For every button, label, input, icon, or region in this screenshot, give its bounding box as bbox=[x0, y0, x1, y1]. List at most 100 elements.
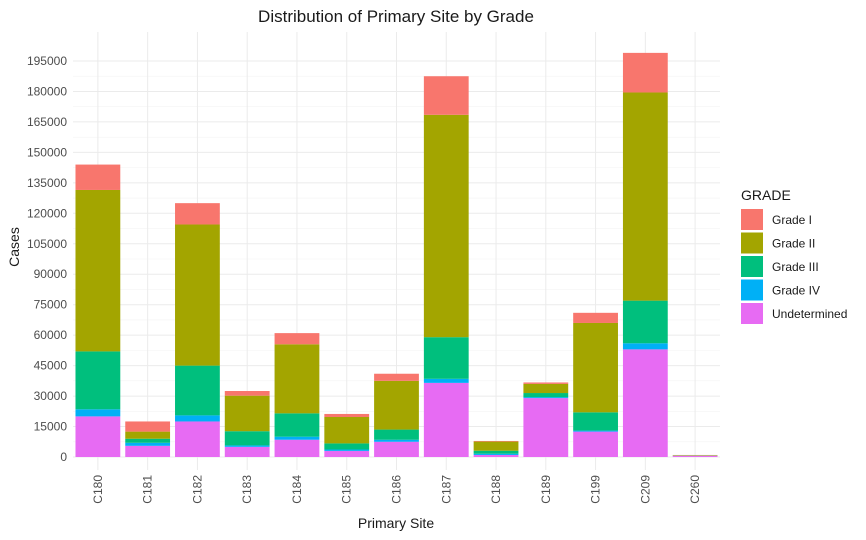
bar-segment bbox=[473, 440, 519, 442]
bar-segment bbox=[75, 409, 121, 417]
bar-segment bbox=[175, 224, 220, 366]
x-tick-label: C182 bbox=[190, 475, 204, 504]
y-tick-label: 45000 bbox=[34, 359, 68, 373]
bar-segment bbox=[622, 92, 668, 301]
x-tick-label: C185 bbox=[340, 475, 354, 504]
legend-label: Grade IV bbox=[772, 284, 820, 298]
bar-segment bbox=[324, 449, 370, 451]
bar-segment bbox=[224, 431, 270, 446]
bar-segment bbox=[622, 300, 668, 344]
bar-segment bbox=[473, 450, 519, 454]
x-axis-title: Primary Site bbox=[358, 515, 434, 531]
bar-segment bbox=[324, 413, 370, 417]
y-axis-title: Cases bbox=[6, 227, 22, 267]
x-tick-label: C184 bbox=[290, 475, 304, 504]
y-tick-label: 150000 bbox=[27, 145, 67, 159]
y-tick-label: 60000 bbox=[34, 328, 68, 342]
bar-segment bbox=[75, 351, 121, 410]
chart-title: Distribution of Primary Site by Grade bbox=[258, 7, 534, 26]
legend-swatch bbox=[741, 232, 763, 254]
bar-segment bbox=[523, 393, 569, 398]
bar-segment bbox=[523, 382, 569, 384]
legend-swatch bbox=[741, 256, 763, 277]
legend-swatch bbox=[741, 303, 763, 324]
bar-segment bbox=[473, 441, 519, 451]
bar-segment bbox=[324, 416, 370, 444]
bar-segment bbox=[573, 322, 618, 413]
bar-segment bbox=[274, 413, 320, 437]
bar-segment bbox=[473, 454, 519, 457]
bar-segment bbox=[374, 429, 419, 440]
bar-segment bbox=[423, 382, 469, 457]
bar-segment bbox=[75, 189, 121, 352]
legend-label: Grade I bbox=[772, 213, 812, 227]
bar-segment bbox=[125, 438, 171, 443]
bar-segment bbox=[573, 412, 618, 431]
bar-segment bbox=[175, 203, 220, 225]
x-tick-label: C189 bbox=[539, 475, 553, 504]
legend-label: Undetermined bbox=[772, 307, 847, 321]
bar-segment bbox=[523, 398, 569, 457]
y-tick-label: 75000 bbox=[34, 298, 68, 312]
bar-segment bbox=[75, 164, 121, 190]
legend-label: Grade II bbox=[772, 237, 815, 251]
bar-segment bbox=[423, 378, 469, 383]
bar-segment bbox=[175, 415, 220, 422]
y-tick-label: 105000 bbox=[27, 237, 67, 251]
bar-segment bbox=[423, 76, 469, 115]
bar-segment bbox=[324, 450, 370, 457]
bar-segment bbox=[274, 333, 320, 345]
bar-segment bbox=[473, 453, 519, 455]
bar-segment bbox=[523, 383, 569, 394]
bar-segment bbox=[324, 443, 370, 450]
bar-segment bbox=[274, 436, 320, 440]
bar-segment bbox=[75, 416, 121, 457]
bar-segment bbox=[224, 445, 270, 447]
x-tick-label: C186 bbox=[390, 475, 404, 504]
y-tick-label: 120000 bbox=[27, 206, 67, 220]
x-tick-label: C187 bbox=[439, 475, 453, 504]
bar-segment bbox=[374, 373, 419, 381]
bar-segment bbox=[224, 395, 270, 432]
bar-segment bbox=[175, 421, 220, 457]
bars bbox=[75, 52, 718, 457]
bar-segment bbox=[573, 312, 618, 323]
bar-segment bbox=[374, 441, 419, 457]
x-axis-ticks: C180 C181 C182 C183 C184 C185 C186 C187 C188 C189… bbox=[91, 475, 702, 504]
bar-segment bbox=[125, 442, 171, 446]
bar-segment bbox=[125, 445, 171, 457]
x-tick-label: C260 bbox=[688, 475, 702, 504]
legend-swatch bbox=[741, 279, 763, 301]
x-tick-label: C188 bbox=[489, 475, 503, 504]
bar-segment bbox=[125, 421, 171, 432]
legend-title: GRADE bbox=[741, 187, 791, 203]
legend-swatch bbox=[741, 209, 763, 230]
bar-segment bbox=[573, 431, 618, 457]
bar-segment bbox=[423, 114, 469, 338]
bar-segment bbox=[622, 343, 668, 350]
bar-segment bbox=[125, 431, 171, 439]
x-tick-label: C183 bbox=[240, 475, 254, 504]
y-tick-label: 30000 bbox=[34, 389, 68, 403]
y-tick-label: 135000 bbox=[27, 176, 67, 190]
bar-segment bbox=[274, 344, 320, 414]
y-tick-label: 165000 bbox=[27, 115, 67, 129]
bar-segment bbox=[175, 365, 220, 416]
bar-segment bbox=[523, 397, 569, 399]
bar-segment bbox=[622, 349, 668, 457]
y-axis-ticks: 0 15000 30000 45000 60000 75000 90000 105000 120… bbox=[27, 54, 67, 464]
bar-segment bbox=[423, 337, 469, 379]
bar-segment bbox=[374, 380, 419, 430]
x-tick-label: C180 bbox=[91, 475, 105, 504]
bar-segment bbox=[622, 52, 668, 93]
x-tick-label: C209 bbox=[638, 475, 652, 504]
x-tick-label: C181 bbox=[141, 475, 155, 504]
y-tick-label: 90000 bbox=[34, 267, 68, 281]
bar-segment bbox=[672, 455, 718, 457]
bar-segment bbox=[224, 391, 270, 396]
legend: GRADE Grade I Grade II Grade III Grade IV Un… bbox=[741, 187, 847, 324]
x-tick-label: C199 bbox=[589, 475, 603, 504]
bar-segment bbox=[224, 446, 270, 457]
y-tick-label: 15000 bbox=[34, 420, 68, 434]
